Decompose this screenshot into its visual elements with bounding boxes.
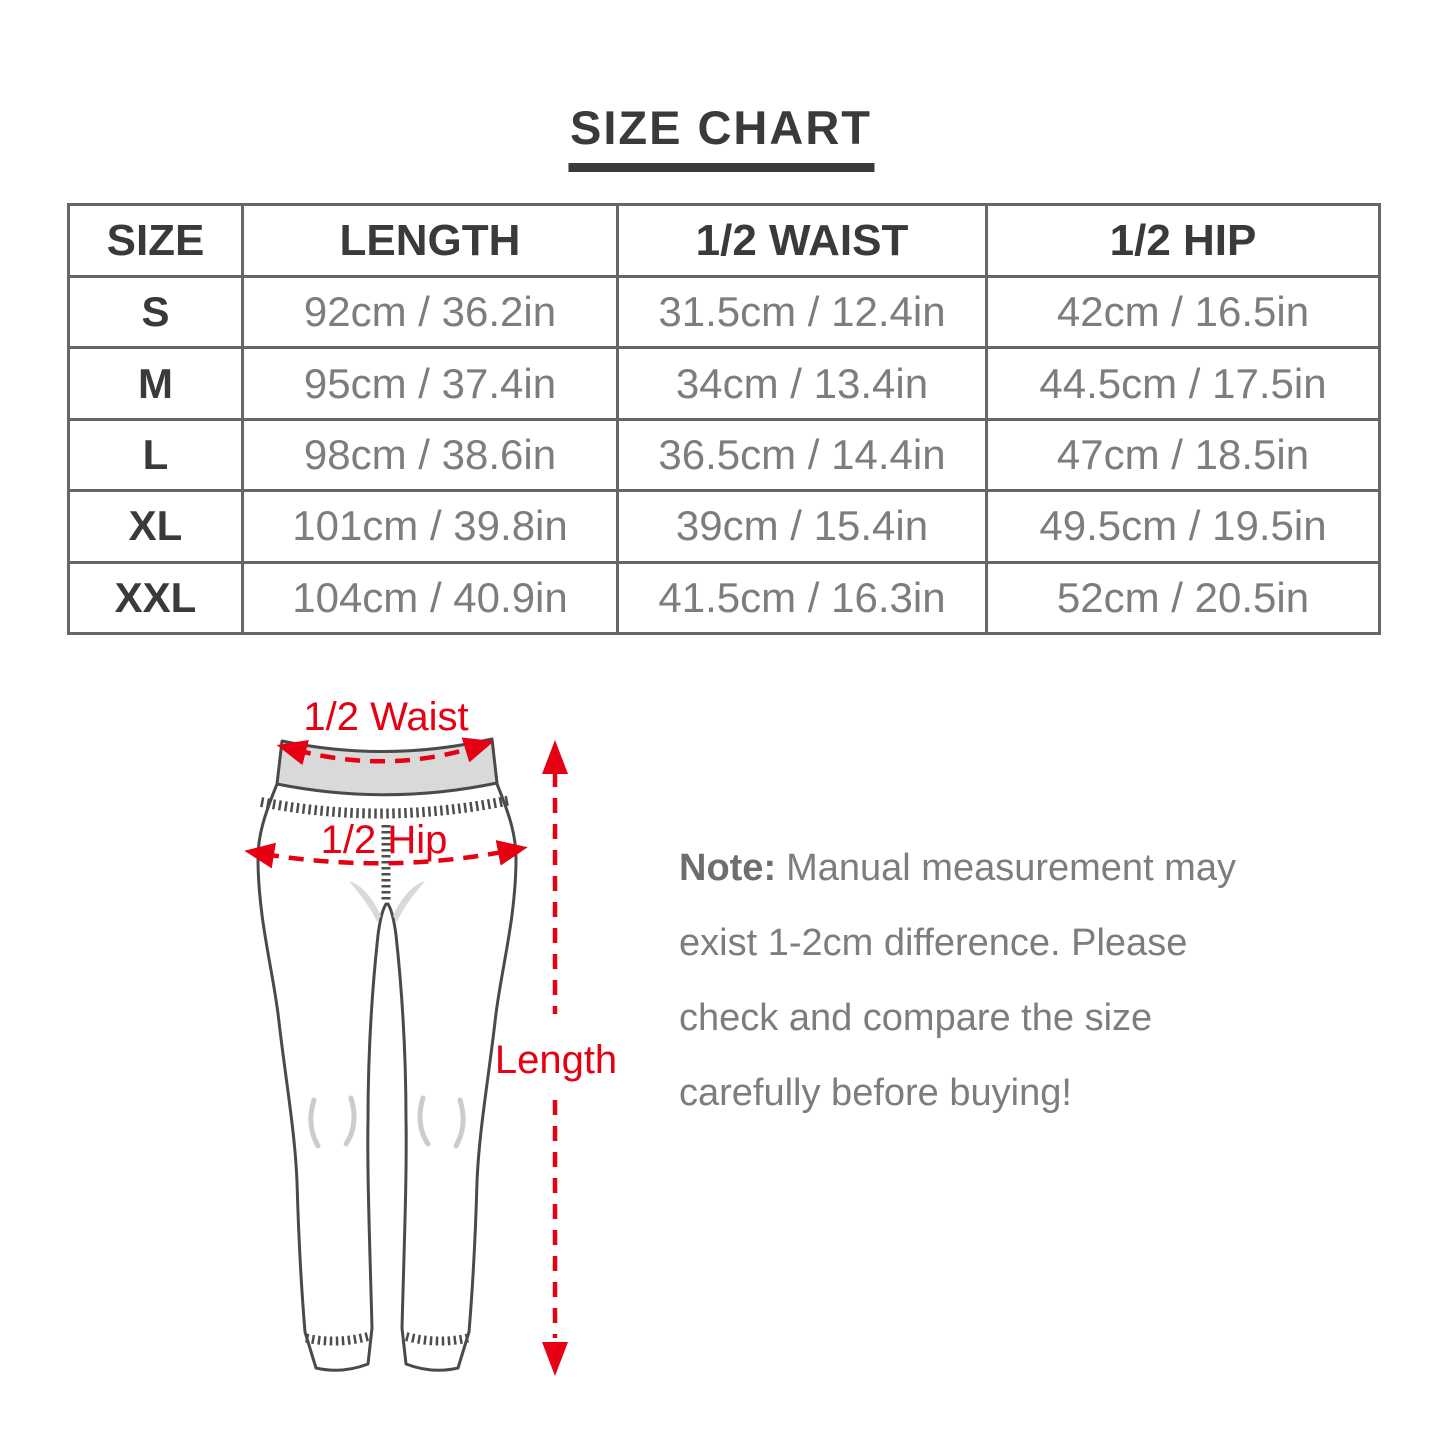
table-cell-size: M	[67, 346, 244, 421]
left-cuff-stitch	[305, 1331, 372, 1346]
knee-crease	[417, 1095, 431, 1147]
right-cuff-stitch	[402, 1331, 469, 1346]
length-arrow-up	[542, 740, 568, 774]
note-label: Note:	[679, 847, 777, 889]
crotch-shading-right	[393, 881, 425, 922]
table-cell-waist: 31.5cm / 12.4in	[616, 274, 988, 350]
table-cell-size: S	[67, 274, 244, 350]
table-row: XL 101cm / 39.8in 39cm / 15.4in 49.5cm /…	[67, 489, 1381, 564]
knee-crease	[453, 1097, 466, 1149]
hip-measure-arrow	[244, 840, 528, 869]
header-waist: 1/2 WAIST	[616, 203, 988, 278]
table-cell-hip: 49.5cm / 19.5in	[985, 489, 1381, 564]
header-hip: 1/2 HIP	[985, 203, 1381, 278]
table-cell-hip: 42cm / 16.5in	[985, 274, 1381, 350]
header-row: SIZE LENGTH 1/2 WAIST 1/2 HIP	[67, 203, 1381, 278]
note-line: exist 1-2cm difference. Please	[679, 922, 1188, 964]
note: Note: Manual measurement may exist 1-2cm …	[679, 831, 1239, 1131]
table-cell-size: L	[67, 417, 244, 493]
size-table-body: S 92cm / 36.2in 31.5cm / 12.4in 42cm / 1…	[67, 274, 1381, 636]
table-row: XXL 104cm / 40.9in 41.5cm / 16.3in 52cm …	[67, 560, 1381, 636]
table-cell-waist: 34cm / 13.4in	[616, 346, 988, 421]
knee-crease	[343, 1095, 357, 1147]
table-cell-hip: 47cm / 18.5in	[985, 417, 1381, 493]
table-row: M 95cm / 37.4in 34cm / 13.4in 44.5cm / 1…	[67, 346, 1381, 421]
table-cell-length: 95cm / 37.4in	[241, 346, 619, 421]
table-cell-hip: 44.5cm / 17.5in	[985, 346, 1381, 421]
table-cell-waist: 39cm / 15.4in	[616, 489, 988, 564]
waist-label: 1/2 Waist	[303, 695, 468, 739]
table-cell-waist: 36.5cm / 14.4in	[616, 417, 988, 493]
length-arrow-down	[542, 1342, 568, 1376]
crotch-shading-left	[349, 881, 381, 922]
knee-crease	[308, 1097, 321, 1149]
table-cell-hip: 52cm / 20.5in	[985, 560, 1381, 636]
length-label: Length	[495, 1038, 617, 1082]
table-cell-length: 101cm / 39.8in	[241, 489, 619, 564]
waist-measure-arrow	[276, 737, 495, 766]
hip-seam-stitch	[260, 795, 513, 819]
header-size: SIZE	[67, 203, 244, 278]
leggings-diagram: 1/2 Waist 1/2 Hip Length	[244, 695, 617, 1376]
page-title: SIZE CHART	[567, 102, 874, 172]
right-leg-outline	[386, 782, 518, 1372]
table-cell-length: 92cm / 36.2in	[241, 274, 619, 350]
table-cell-waist: 41.5cm / 16.3in	[616, 560, 988, 636]
note-line: carefully before buying!	[679, 1072, 1072, 1114]
note-line: check and compare the size	[679, 997, 1153, 1039]
header-length: LENGTH	[241, 203, 619, 278]
table-row: L 98cm / 38.6in 36.5cm / 14.4in 47cm / 1…	[67, 417, 1381, 493]
table-cell-length: 104cm / 40.9in	[241, 560, 619, 636]
table-row: S 92cm / 36.2in 31.5cm / 12.4in 42cm / 1…	[67, 274, 1381, 350]
table-cell-length: 98cm / 38.6in	[241, 417, 619, 493]
size-table-header: SIZE LENGTH 1/2 WAIST 1/2 HIP	[67, 203, 1381, 278]
table-cell-size: XL	[67, 489, 244, 564]
size-table: SIZE LENGTH 1/2 WAIST 1/2 HIP S 92cm / 3…	[67, 203, 1381, 636]
waistband	[275, 737, 499, 797]
note-text: Manual measurement may	[786, 847, 1236, 889]
hip-label: 1/2 Hip	[321, 818, 448, 862]
note-line: Note: Manual measurement may	[679, 831, 1239, 906]
table-cell-size: XXL	[67, 560, 244, 636]
left-leg-outline	[256, 782, 388, 1372]
